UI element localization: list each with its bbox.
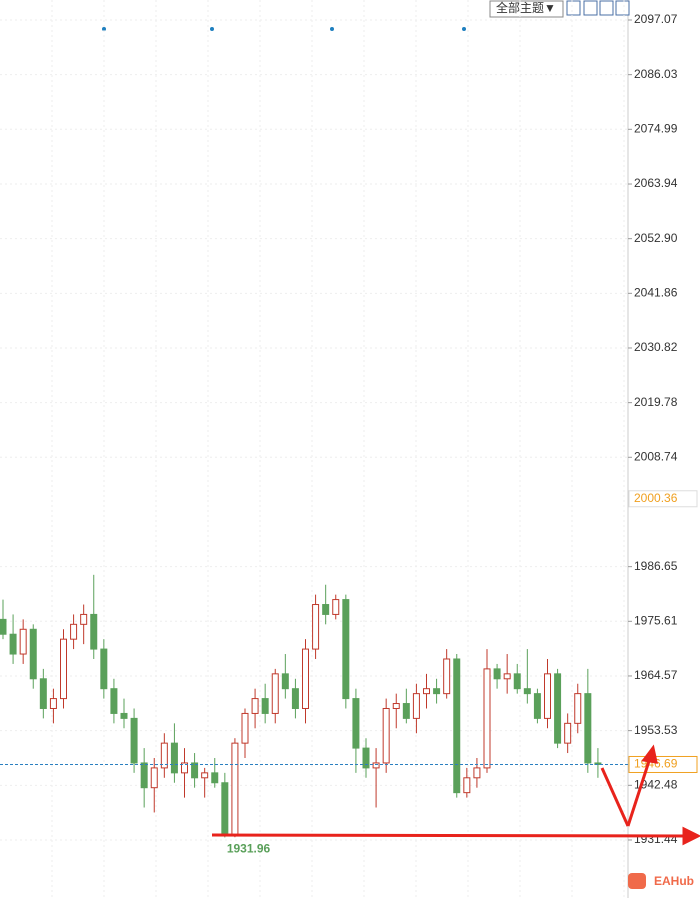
low-label: 1931.96 (227, 842, 271, 856)
candle-body (554, 673, 562, 744)
candle-body (302, 648, 309, 709)
marked-price-box (628, 490, 698, 508)
candle-body (483, 668, 491, 769)
candle-body (544, 673, 551, 719)
candle-body (312, 604, 320, 650)
candle-body (231, 742, 239, 836)
candle-body (392, 703, 400, 709)
candle-body (60, 638, 67, 700)
watermark-icon (628, 873, 646, 889)
candle-body (493, 668, 501, 680)
candle-body (564, 722, 572, 744)
candle-body (533, 693, 541, 719)
y-tick-label: 2052.90 (634, 231, 678, 245)
candle-body (130, 717, 138, 764)
y-tick-label: 1986.65 (634, 559, 678, 573)
candle-body (39, 678, 47, 709)
candle-body (100, 648, 108, 690)
candle-body (433, 688, 441, 695)
theme-button[interactable]: 全部主题▼ (496, 0, 556, 15)
watermark: EAHub (654, 874, 694, 888)
y-tick-label: 2008.74 (634, 449, 678, 463)
candle-body (412, 693, 420, 719)
candle-body (181, 762, 188, 774)
marked-price-label: 2000.36 (634, 491, 678, 505)
theme-button-box[interactable] (489, 0, 564, 18)
candle-body (140, 762, 148, 789)
candle-body (211, 772, 219, 784)
y-tick-label: 1953.53 (634, 723, 678, 737)
candle-body (19, 628, 27, 655)
candle-body (160, 742, 168, 769)
candle-body (9, 633, 17, 655)
candle-body (322, 604, 330, 615)
candle-body (110, 688, 118, 714)
candle-body (574, 693, 582, 724)
candle-body (372, 762, 380, 769)
candle-body (49, 698, 57, 709)
candle-body (453, 658, 461, 794)
y-tick-label: 2086.03 (634, 67, 678, 81)
candle-body (503, 673, 511, 680)
candle-body (362, 747, 370, 769)
candle-body (332, 599, 340, 615)
y-tick-label: 2041.86 (634, 285, 678, 299)
candle-body (523, 688, 531, 695)
y-tick-label: 1942.48 (634, 777, 678, 791)
candle-body (170, 742, 178, 774)
candle-body (80, 613, 88, 625)
candle-body (241, 712, 249, 744)
candle-body (251, 698, 259, 714)
candle-body (402, 703, 410, 719)
candle-body (29, 628, 37, 680)
y-tick-label: 2030.82 (634, 340, 678, 354)
y-tick-label: 1964.57 (634, 668, 678, 682)
y-tick-label: 2019.78 (634, 395, 678, 409)
candle-body (352, 698, 360, 749)
top-dots (102, 27, 466, 31)
candle-body (0, 618, 7, 635)
candle-body (90, 613, 98, 650)
candle-body (201, 772, 209, 779)
candle-body (281, 673, 289, 690)
y-tick-label: 2097.07 (634, 12, 678, 26)
candle-body (221, 782, 229, 836)
candle-body (463, 777, 471, 794)
candle-body (443, 658, 451, 695)
candle-body (191, 762, 199, 779)
candle-body (120, 712, 128, 719)
tool-icons[interactable] (566, 0, 630, 16)
y-tick-label: 2074.99 (634, 121, 678, 135)
candle-body (473, 767, 481, 779)
y-tick-label: 1931.44 (634, 832, 678, 846)
candle-body (261, 698, 269, 714)
arrows (211, 744, 700, 846)
y-tick-label: 2063.94 (634, 176, 678, 190)
candle-body (584, 693, 592, 764)
candle-body (150, 767, 158, 789)
candle-body (513, 673, 521, 690)
candle-body (342, 599, 350, 700)
candle-body (70, 623, 78, 640)
candle-body (271, 673, 279, 714)
candle-body (291, 688, 299, 709)
y-tick-label: 1975.61 (634, 613, 678, 627)
candle-body (423, 688, 430, 695)
candle-body (382, 707, 390, 764)
